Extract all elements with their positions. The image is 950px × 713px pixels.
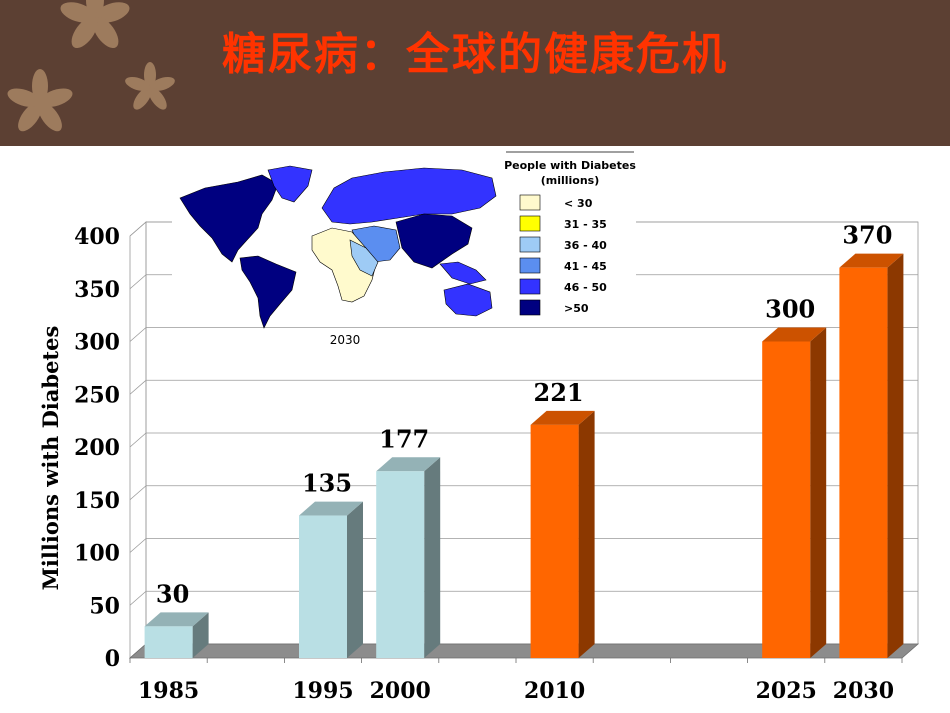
bar-2010 xyxy=(530,410,595,658)
bar-top xyxy=(762,327,827,342)
world-map xyxy=(179,165,497,329)
legend-label: < 30 xyxy=(564,197,593,210)
map-east-africa xyxy=(349,239,379,277)
data-label-2010: 221 xyxy=(534,378,584,407)
bar-side xyxy=(578,410,595,658)
bar-side xyxy=(347,501,363,658)
title-banner: 糖尿病：全球的健康危机 xyxy=(0,0,950,146)
x-tick-label-1995: 1995 xyxy=(292,678,353,704)
map-year-label: 2030 xyxy=(330,333,361,347)
bar-2025 xyxy=(762,327,827,658)
y-axis-label: Millions with Diabetes xyxy=(38,326,63,591)
bar-side xyxy=(810,327,827,658)
bar-top xyxy=(530,410,595,425)
x-tick-label-1985: 1985 xyxy=(138,678,199,704)
legend-label: 36 - 40 xyxy=(564,239,607,252)
legend-label: 41 - 45 xyxy=(564,260,607,273)
y-tick-label: 300 xyxy=(74,330,120,356)
x-tick-label-2000: 2000 xyxy=(370,678,431,704)
gridline-side xyxy=(129,590,147,606)
map-australia xyxy=(443,283,493,317)
flower-decoration-icon xyxy=(7,0,175,132)
bar-front xyxy=(839,267,888,658)
gridline-side xyxy=(129,432,147,448)
y-tick-label: 200 xyxy=(74,435,120,461)
bar-2030 xyxy=(839,253,904,658)
legend-subtitle: (millions) xyxy=(541,174,600,187)
y-tick-label: 250 xyxy=(74,382,120,408)
x-tick-label-2010: 2010 xyxy=(524,678,585,704)
legend-swatch xyxy=(519,299,541,316)
data-label-1985: 30 xyxy=(156,579,189,608)
bar-side xyxy=(192,612,209,658)
slide-title: 糖尿病：全球的健康危机 xyxy=(222,29,728,80)
y-tick-label: 400 xyxy=(74,224,120,250)
legend-swatch xyxy=(519,215,541,232)
legend-swatch xyxy=(519,194,541,211)
bar-1995 xyxy=(299,501,363,658)
bar-1985 xyxy=(144,612,209,658)
y-tick-label: 0 xyxy=(105,646,120,672)
gridline-side xyxy=(129,274,147,290)
y-tick-label: 100 xyxy=(74,541,120,567)
bar-top xyxy=(299,501,363,516)
y-tick-label: 350 xyxy=(74,277,120,303)
data-label-2030: 370 xyxy=(842,221,892,250)
gridline-side xyxy=(129,485,147,501)
map-north-america xyxy=(179,174,279,263)
data-label-2025: 300 xyxy=(765,295,815,324)
gridline-side xyxy=(129,538,147,553)
bar-side xyxy=(887,253,904,658)
gridline-side xyxy=(129,327,147,342)
bar-front xyxy=(376,471,425,658)
x-tick-label-2025: 2025 xyxy=(756,678,817,704)
bar-2000 xyxy=(376,457,441,658)
bar-front xyxy=(299,515,347,658)
map-europe-russia xyxy=(321,167,497,225)
bar-top xyxy=(376,457,441,472)
map-asia xyxy=(395,213,473,269)
bar-front xyxy=(762,341,811,658)
data-label-1995: 135 xyxy=(302,469,352,498)
gridline-side xyxy=(129,379,147,395)
legend-label: 31 - 35 xyxy=(564,218,607,231)
bar-top xyxy=(839,253,904,268)
legend-title: People with Diabetes xyxy=(504,159,636,172)
legend-swatch xyxy=(519,278,541,295)
legend-items: < 30 31 - 35 36 - 40 41 - 45 46 - 50 >50 xyxy=(519,194,607,316)
legend-label: 46 - 50 xyxy=(564,281,607,294)
bar-series: 30 135 177 221 300 370 xyxy=(144,221,904,658)
bar-top xyxy=(144,612,209,627)
x-axis-labels: 1985 1995 2000 2010 2025 2030 xyxy=(138,678,894,704)
y-tick-label: 50 xyxy=(89,593,120,619)
map-legend: People with Diabetes (millions) < 30 31 -… xyxy=(504,151,636,316)
data-label-2000: 177 xyxy=(379,424,429,453)
bar-front xyxy=(144,626,193,658)
y-tick-label: 150 xyxy=(74,488,120,514)
y-axis: 0 50 100 150 200 250 300 350 400 xyxy=(74,224,120,672)
legend-swatch xyxy=(519,257,541,274)
x-tick-label-2030: 2030 xyxy=(833,678,894,704)
map-southeast-asia xyxy=(439,261,487,285)
bar-side xyxy=(424,457,441,658)
map-greenland xyxy=(267,165,313,203)
map-south-america xyxy=(239,255,297,329)
legend-swatch xyxy=(519,236,541,253)
legend-label: >50 xyxy=(564,302,589,315)
bar-front xyxy=(530,424,579,658)
world-map-inset: 2030 xyxy=(172,152,636,347)
